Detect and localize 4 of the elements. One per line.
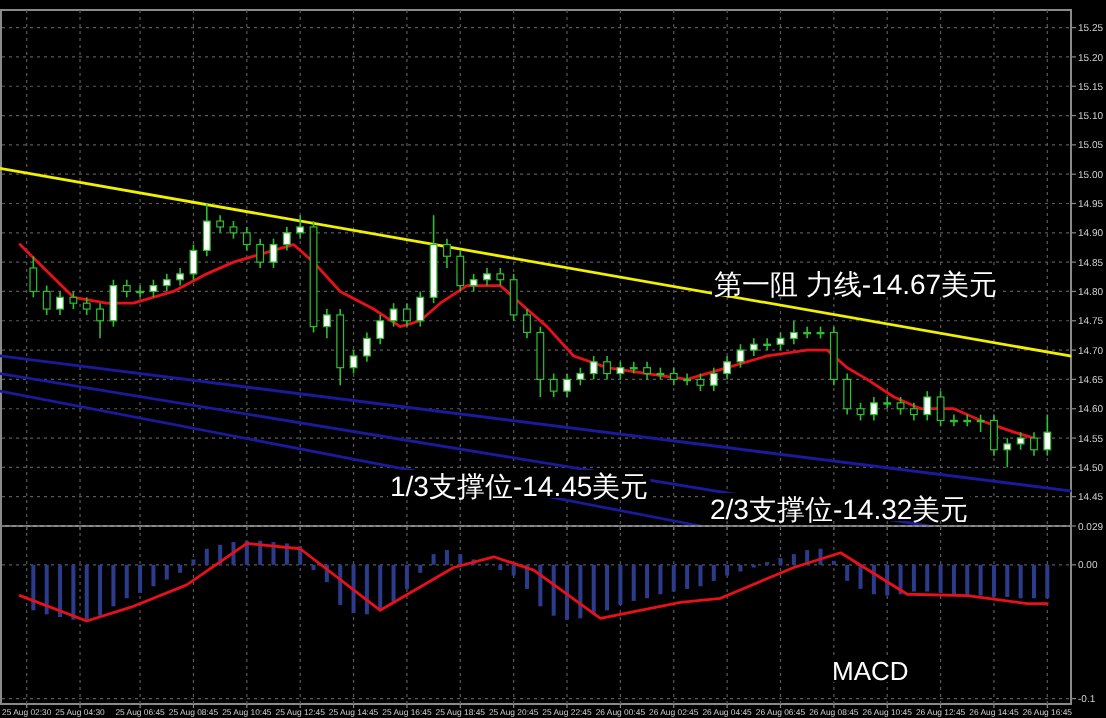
annotation: 第一阻 力线-14.67美元 [712, 268, 1000, 300]
annotation: MACD [830, 656, 911, 686]
annotation: 1/3支撑位-14.45美元 [388, 470, 651, 502]
annotation: 2/3支撑位-14.32美元 [708, 493, 971, 525]
